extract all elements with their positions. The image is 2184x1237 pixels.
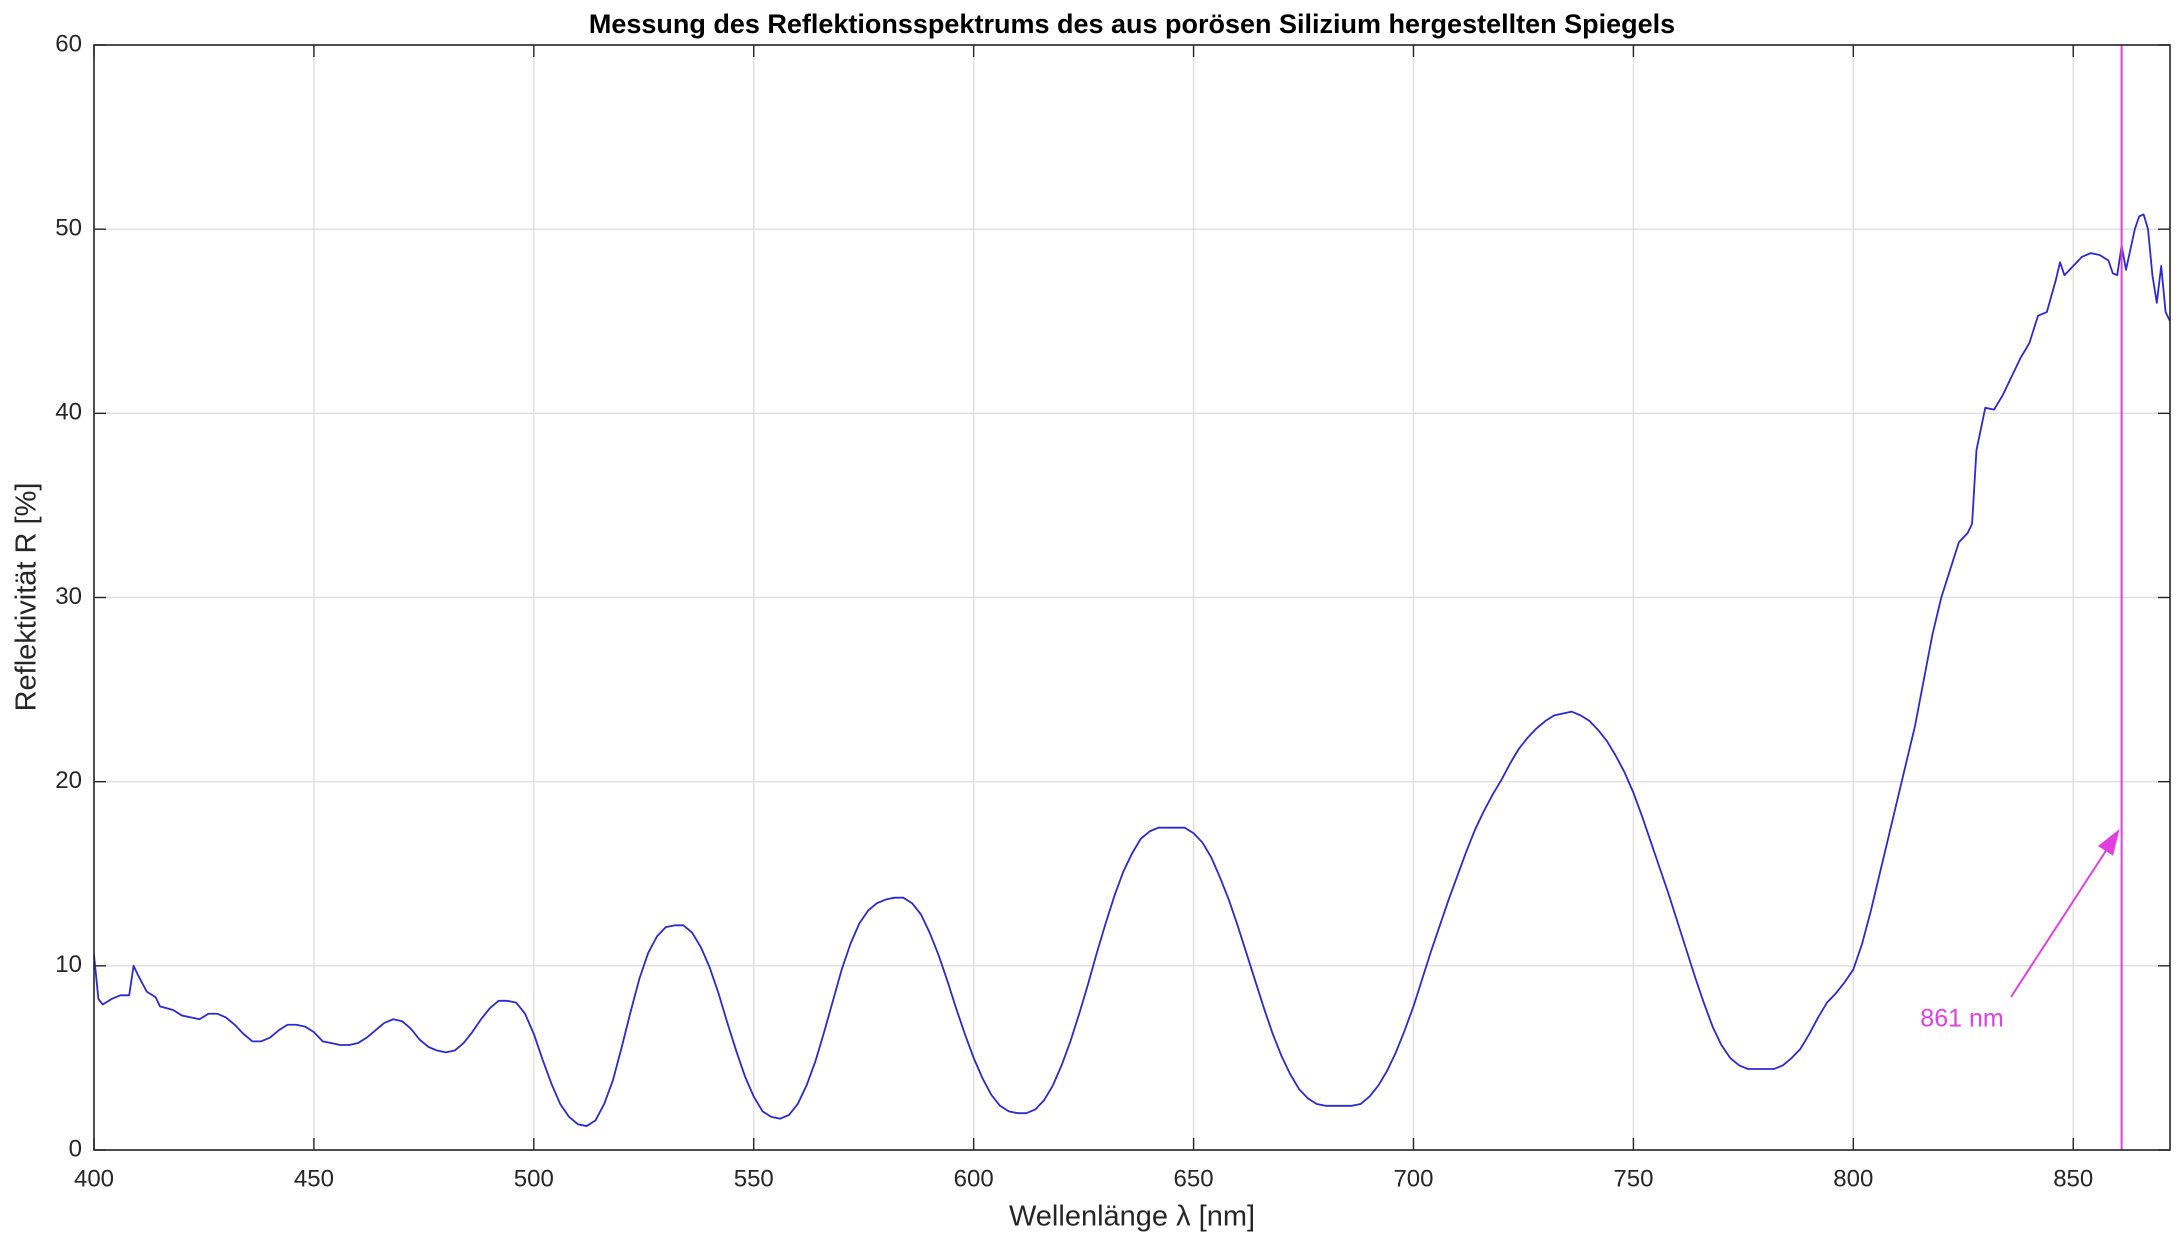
y-tick-label: 30 <box>55 583 82 610</box>
x-axis-label: Wellenlänge λ [nm] <box>1009 1201 1255 1232</box>
x-tick-label: 450 <box>294 1165 334 1192</box>
y-axis-label: Reflektivität R [%] <box>11 483 43 712</box>
x-tick-label: 600 <box>954 1165 994 1192</box>
annotation-arrow <box>2010 841 2113 998</box>
y-tick-label: 0 <box>69 1135 82 1162</box>
x-tick-label: 500 <box>514 1165 554 1192</box>
x-tick-label: 400 <box>74 1165 114 1192</box>
x-tick-label: 650 <box>1174 1165 1214 1192</box>
x-tick-label: 550 <box>734 1165 774 1192</box>
y-tick-label: 20 <box>55 767 82 794</box>
x-tick-label: 800 <box>1833 1165 1873 1192</box>
plot-frame <box>93 44 2171 1151</box>
y-tick-label: 40 <box>55 399 82 426</box>
annotation-arrowhead <box>2097 829 2120 856</box>
x-tick-label: 750 <box>1613 1165 1653 1192</box>
annotation-label: 861 nm <box>1920 1005 2003 1033</box>
y-tick-label: 50 <box>55 215 82 242</box>
y-tick-label: 60 <box>55 30 82 57</box>
x-tick-label: 700 <box>1393 1165 1433 1192</box>
chart-title: Messung des Reflektionsspektrums des aus… <box>589 9 1675 39</box>
data-line <box>93 213 2171 1127</box>
y-tick-label: 10 <box>55 951 82 978</box>
x-tick-label: 850 <box>2053 1165 2093 1192</box>
